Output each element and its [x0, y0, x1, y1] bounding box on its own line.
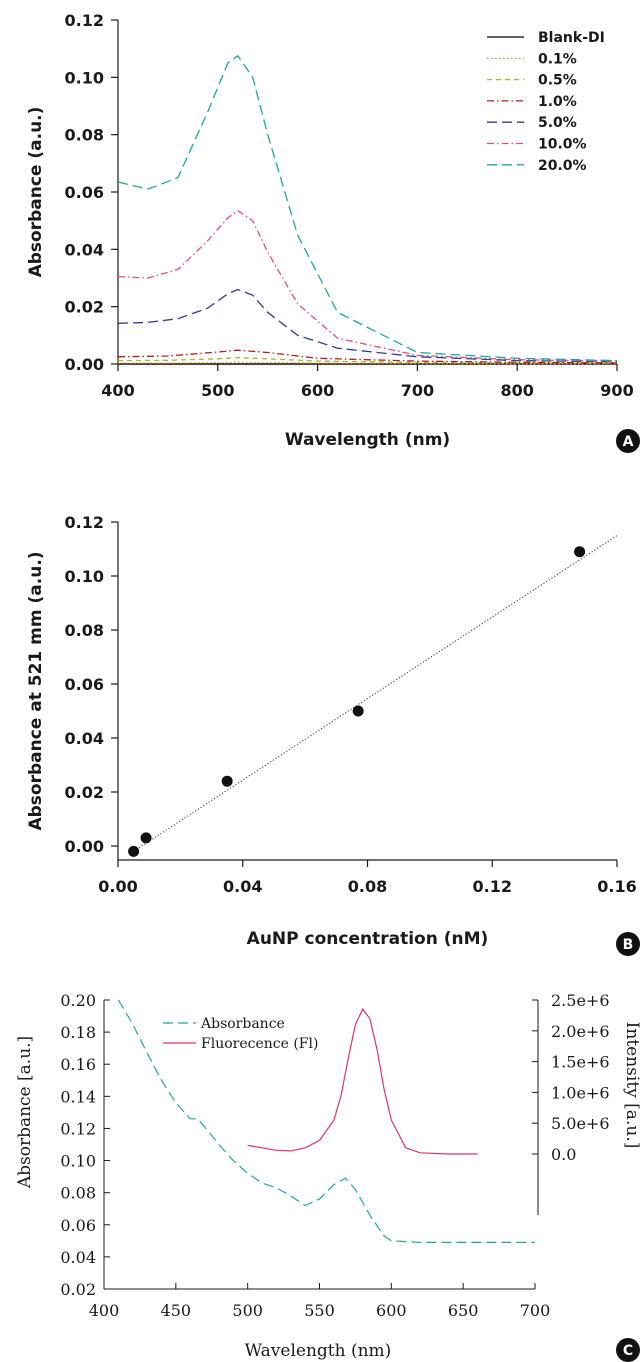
panel-a-y-tick-label: 0.02	[65, 298, 104, 317]
panel-c-series-line	[117, 999, 535, 1244]
panel-a-series-line	[117, 357, 618, 364]
panel-a-y-tick-label: 0.10	[65, 68, 104, 87]
panel-b-data-point	[128, 845, 140, 857]
panel-a-legend-label: 0.1%	[538, 51, 577, 67]
panel-b-x-axis-title: AuNP concentration (nM)	[247, 929, 489, 949]
panel-b-x-tick-label: 0.12	[473, 877, 512, 896]
panel-c-x-tick-label: 650	[448, 1301, 479, 1320]
panel-a-x-tick-label: 400	[101, 381, 134, 400]
panel-a-series-line	[117, 288, 618, 363]
panel-b-data-point	[140, 832, 152, 844]
panel-c-y-tick-label: 0.08	[60, 1184, 96, 1203]
panel-a-x-tick-label: 700	[401, 381, 434, 400]
panel-a-y-tick-label: 0.06	[65, 183, 104, 202]
panel-a-legend-label: 1.0%	[538, 94, 577, 110]
panel-label-badge	[616, 1338, 640, 1362]
panel-c-y-tick-label: 0.12	[60, 1119, 96, 1138]
panel-c-legend-label: Absorbance	[200, 1016, 285, 1032]
panel-b-y-tick-label: 0.04	[65, 729, 104, 748]
panel-label-text: B	[623, 937, 634, 953]
panel-label-badge	[616, 429, 640, 453]
panel-c-y-tick-label: 0.18	[60, 1023, 96, 1042]
panel-a-y-tick-label: 0.00	[65, 355, 104, 374]
panel-b-fit-line	[133, 535, 618, 852]
panel-c-y2-tick-label: 5.0e+6	[551, 1114, 610, 1133]
panel-b-y-tick-label: 0.08	[65, 621, 104, 640]
panel-b-data-point	[352, 705, 364, 717]
panel-b-data-point	[221, 775, 233, 787]
panel-c-y-tick-label: 0.20	[60, 991, 96, 1010]
panel-b-y-tick-label: 0.06	[65, 675, 104, 694]
panel-c-y-tick-label: 0.04	[60, 1248, 96, 1267]
panel-c-x-tick-label: 400	[89, 1301, 120, 1320]
panel-a-legend-label: 20.0%	[538, 158, 587, 174]
panel-a-x-tick-label: 800	[500, 381, 533, 400]
panel-c-y2-tick-label: 1.5e+6	[551, 1053, 610, 1072]
panel-a-y-tick-label: 0.08	[65, 126, 104, 145]
panel-c-y-axis-title: Absorbance [a.u.]	[15, 1036, 35, 1189]
panel-a-y-tick-label: 0.12	[65, 11, 104, 30]
panel-c-x-tick-label: 550	[304, 1301, 335, 1320]
panel-c-legend-label: Fluorecence (Fl)	[201, 1036, 318, 1052]
panel-a-x-tick-label: 600	[301, 381, 334, 400]
panel-c-x-tick-label: 500	[232, 1301, 263, 1320]
panel-c-x-tick-label: 700	[520, 1301, 551, 1320]
panel-c-y2-tick-label: 0.0	[551, 1145, 576, 1164]
panel-a-legend-label: 10.0%	[538, 137, 587, 153]
panel-label-text: C	[623, 1343, 633, 1359]
panel-b-y-tick-label: 0.12	[65, 513, 104, 532]
panel-a-y-tick-label: 0.04	[65, 240, 104, 259]
panel-a-y-axis-title: Absorbance (a.u.)	[26, 107, 46, 278]
panel-a-x-tick-label: 500	[201, 381, 234, 400]
panel-c-series-line	[247, 1008, 478, 1155]
panel-b-x-tick-label: 0.16	[597, 877, 636, 896]
panel-c-x-axis-title: Wavelength (nm)	[245, 1341, 392, 1361]
panel-c-y2-tick-label: 2.5e+6	[551, 991, 610, 1010]
panel-c-y-tick-label: 0.02	[60, 1280, 96, 1299]
panel-c-y-tick-label: 0.16	[60, 1055, 96, 1074]
panel-c-y2-tick-label: 2.0e+6	[551, 1022, 610, 1041]
panel-c-y-tick-label: 0.10	[60, 1152, 96, 1171]
panel-b-y-tick-label: 0.00	[65, 837, 104, 856]
panel-c-y-tick-label: 0.14	[60, 1087, 96, 1106]
panel-a-x-axis-title: Wavelength (nm)	[285, 430, 450, 450]
panel-c-x-tick-label: 600	[376, 1301, 407, 1320]
panel-c-y-tick-label: 0.06	[60, 1216, 96, 1235]
panel-a-x-tick-label: 900	[600, 381, 633, 400]
panel-c-y2-axis-title: Intensity [a.u.]	[622, 1022, 642, 1149]
panel-a-legend-label: 5.0%	[538, 115, 577, 131]
panel-b-y-tick-label: 0.10	[65, 567, 104, 586]
panel-b-y-tick-label: 0.02	[65, 783, 104, 802]
panel-label-badge	[616, 932, 640, 956]
panel-b-x-tick-label: 0.04	[223, 877, 262, 896]
panel-b-x-tick-label: 0.08	[348, 877, 387, 896]
panel-a-series-line	[117, 209, 618, 362]
panel-c-x-tick-label: 450	[161, 1301, 192, 1320]
panel-b-y-axis-title: Absorbance at 521 mm (a.u.)	[26, 551, 46, 830]
panel-a-series-line	[117, 54, 618, 362]
panel-b-data-point	[574, 546, 586, 558]
panel-c-y2-tick-label: 1.0e+6	[551, 1083, 610, 1102]
panel-a-series-line	[117, 349, 618, 364]
panel-b-x-tick-label: 0.00	[98, 877, 137, 896]
panel-a-legend-label: Blank-DI	[538, 30, 605, 46]
panel-a-legend-label: 0.5%	[538, 73, 577, 89]
panel-label-text: A	[623, 434, 634, 450]
